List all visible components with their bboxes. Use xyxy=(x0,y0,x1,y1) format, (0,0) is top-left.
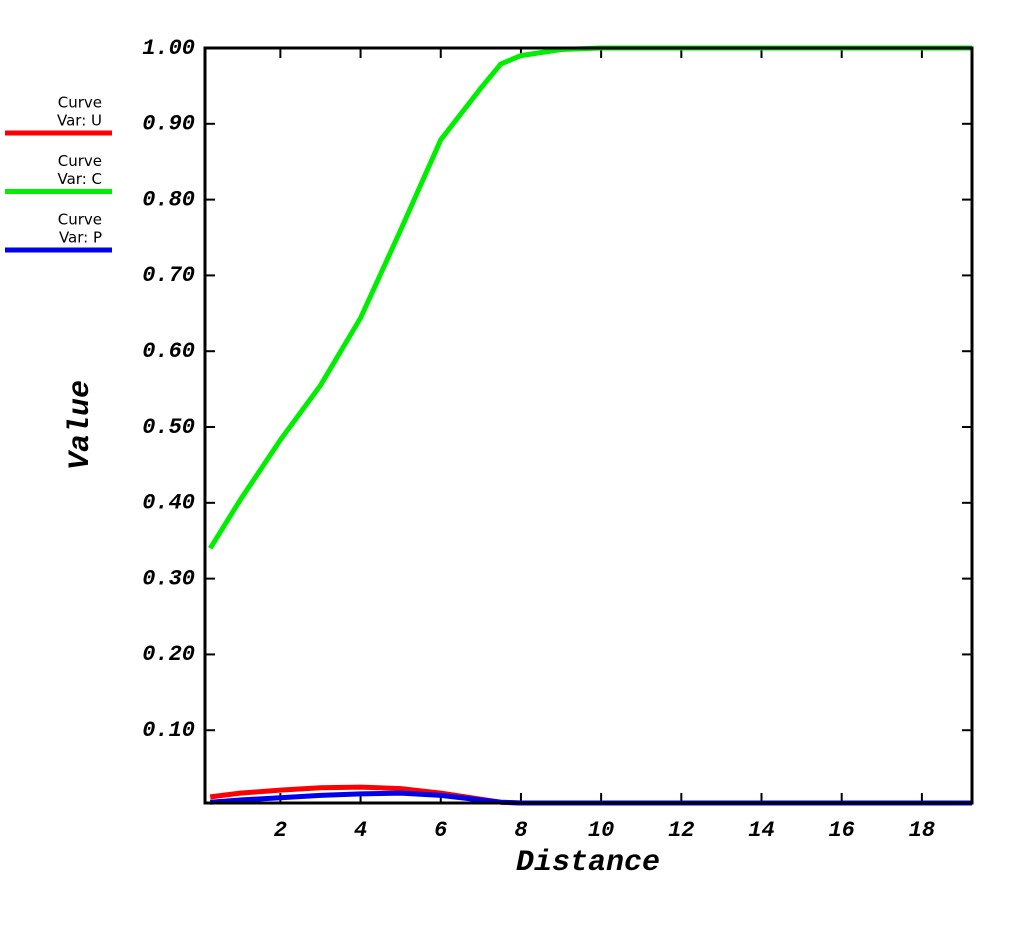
y-tick-label: 0.10 xyxy=(142,718,195,743)
legend-label: Curve xyxy=(58,94,102,112)
legend-label: Curve xyxy=(58,152,102,170)
x-tick-label: 8 xyxy=(514,818,527,843)
x-tick-label: 2 xyxy=(274,818,287,843)
y-tick-label: 0.50 xyxy=(142,415,195,440)
x-tick-label: 4 xyxy=(354,818,367,843)
y-tick-label: 0.80 xyxy=(142,187,195,212)
y-tick-label: 0.70 xyxy=(142,263,195,288)
x-tick-label: 10 xyxy=(588,818,614,843)
plot-frame xyxy=(203,46,974,805)
y-tick-label: 1.00 xyxy=(142,36,195,61)
y-tick-label: 0.40 xyxy=(142,491,195,516)
legend-label: Var: P xyxy=(59,229,102,247)
y-tick-label: 0.30 xyxy=(142,566,195,591)
legend-label: Curve xyxy=(58,211,102,229)
x-tick-label: 18 xyxy=(909,818,935,843)
x-tick-label: 14 xyxy=(748,818,774,843)
x-tick-label: 16 xyxy=(828,818,854,843)
x-axis-label: Distance xyxy=(516,846,660,880)
x-tick-label: 6 xyxy=(434,818,447,843)
y-tick-label: 0.60 xyxy=(142,339,195,364)
x-tick-label: 12 xyxy=(668,818,694,843)
legend-label: Var: U xyxy=(57,112,102,130)
y-tick-label: 0.20 xyxy=(142,642,195,667)
y-axis-label: Value xyxy=(64,380,98,470)
legend-label: Var: C xyxy=(58,170,103,188)
y-tick-label: 0.90 xyxy=(142,112,195,137)
